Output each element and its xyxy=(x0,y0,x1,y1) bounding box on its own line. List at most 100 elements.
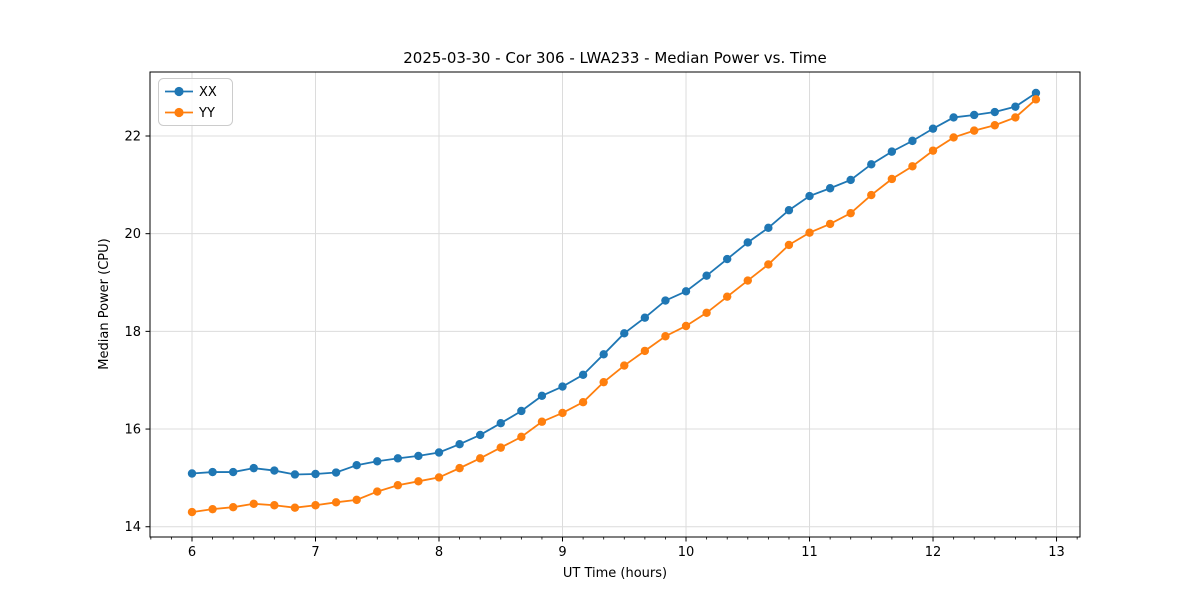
x-tick-label: 6 xyxy=(188,545,196,560)
y-tick-label: 20 xyxy=(124,227,141,242)
series-marker-xx xyxy=(1011,102,1020,111)
legend-marker-yy xyxy=(174,107,184,118)
grid-lines xyxy=(150,72,1080,537)
legend-label-xx: XX xyxy=(199,85,217,100)
series-marker-yy xyxy=(640,346,650,356)
x-tick-label: 10 xyxy=(678,545,695,560)
series-marker-xx xyxy=(270,466,279,475)
series-marker-yy xyxy=(722,292,732,301)
series-marker-yy xyxy=(537,417,547,426)
series-line-xx xyxy=(191,92,1037,476)
series-marker-yy xyxy=(661,332,670,341)
series-marker-yy xyxy=(228,503,238,512)
series-marker-xx xyxy=(887,147,897,156)
legend-frame xyxy=(158,78,233,126)
series-marker-xx xyxy=(455,439,464,449)
axis-ticks: 6 7 8 9 10 11 12 13 14 16 18 20 22 xyxy=(124,129,1078,560)
series-marker-xx xyxy=(661,296,670,305)
legend-item-yy: YY xyxy=(165,106,215,121)
series-marker-xx xyxy=(208,467,217,477)
legend-box: XX YY xyxy=(158,78,233,126)
data-series xyxy=(187,88,1041,517)
series-marker-xx xyxy=(517,406,526,416)
series-marker-yy xyxy=(578,397,588,407)
series-marker-yy xyxy=(908,162,917,171)
series-marker-yy xyxy=(620,361,629,370)
series-marker-yy xyxy=(290,503,300,512)
series-marker-xx xyxy=(805,191,814,201)
x-tick-label: 8 xyxy=(435,545,443,560)
series-marker-yy xyxy=(517,432,526,442)
series-marker-xx xyxy=(640,313,650,322)
series-marker-yy xyxy=(784,240,794,250)
series-marker-yy xyxy=(887,174,897,184)
series-marker-xx xyxy=(373,457,382,466)
series-marker-xx xyxy=(393,454,403,463)
series-marker-xx xyxy=(949,113,958,122)
y-axis-label: Median Power (CPU) xyxy=(97,238,112,369)
series-marker-yy xyxy=(764,260,773,269)
series-line-yy xyxy=(191,98,1037,513)
series-marker-yy xyxy=(990,121,999,130)
series-marker-yy xyxy=(475,454,485,463)
x-tick-label: 9 xyxy=(558,545,566,560)
series-marker-xx xyxy=(867,160,876,169)
series-marker-yy xyxy=(805,228,814,237)
y-tick-label: 16 xyxy=(124,423,141,438)
series-marker-yy xyxy=(1031,95,1041,104)
series-marker-yy xyxy=(496,443,505,452)
series-marker-yy xyxy=(187,507,197,517)
series-marker-xx xyxy=(908,136,917,146)
series-marker-xx xyxy=(928,124,938,133)
series-marker-yy xyxy=(846,208,855,218)
series-marker-xx xyxy=(599,350,608,359)
series-marker-yy xyxy=(352,495,361,505)
series-marker-xx xyxy=(764,223,773,233)
series-marker-xx xyxy=(249,463,258,473)
series-marker-yy xyxy=(825,219,835,229)
x-tick-label: 11 xyxy=(801,545,818,560)
series-marker-yy xyxy=(208,504,217,514)
series-marker-xx xyxy=(722,254,732,264)
series-marker-xx xyxy=(290,470,300,479)
x-axis-label: UT Time (hours) xyxy=(563,566,667,581)
series-marker-yy xyxy=(414,477,423,486)
series-marker-yy xyxy=(599,377,608,387)
series-marker-xx xyxy=(414,451,423,461)
series-marker-yy xyxy=(949,133,958,142)
series-marker-xx xyxy=(537,391,547,401)
series-marker-xx xyxy=(969,110,979,120)
series-marker-xx xyxy=(331,468,341,477)
series-marker-xx xyxy=(1031,88,1041,98)
legend-item-xx: XX xyxy=(165,85,217,100)
series-marker-yy xyxy=(1011,113,1020,122)
series-marker-xx xyxy=(496,418,505,428)
y-tick-label: 14 xyxy=(124,520,141,535)
series-marker-yy xyxy=(969,126,979,135)
series-marker-xx xyxy=(743,238,752,247)
series-marker-yy xyxy=(270,501,279,510)
series-marker-yy xyxy=(393,481,403,490)
legend-marker-xx xyxy=(174,86,184,97)
series-marker-yy xyxy=(928,146,938,155)
series-marker-xx xyxy=(578,370,588,380)
x-tick-label: 13 xyxy=(1048,545,1065,560)
series-marker-yy xyxy=(558,408,567,418)
series-marker-xx xyxy=(352,460,361,470)
series-marker-xx xyxy=(475,430,485,440)
series-marker-yy xyxy=(867,190,876,200)
series-marker-xx xyxy=(784,206,794,215)
series-marker-yy xyxy=(455,463,464,473)
series-marker-yy xyxy=(373,487,382,496)
series-marker-xx xyxy=(620,329,629,338)
series-marker-yy xyxy=(249,499,258,508)
series-marker-yy xyxy=(311,501,320,510)
series-marker-yy xyxy=(434,473,444,482)
plot-border xyxy=(149,71,1081,538)
y-tick-label: 18 xyxy=(124,325,141,340)
series-marker-xx xyxy=(825,184,835,193)
legend-label-yy: YY xyxy=(198,106,215,121)
series-marker-yy xyxy=(681,321,691,331)
